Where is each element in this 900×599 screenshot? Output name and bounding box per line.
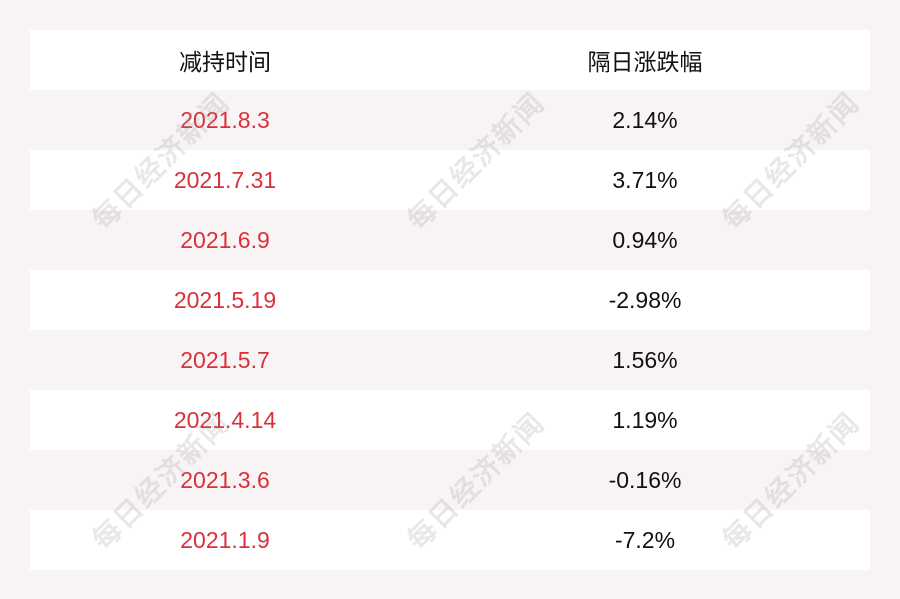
table-row: 2021.5.19 -2.98% xyxy=(30,270,870,330)
date-cell: 2021.5.7 xyxy=(180,346,270,373)
change-cell: 3.71% xyxy=(612,166,678,193)
table-row: 2021.5.7 1.56% xyxy=(30,330,870,390)
date-cell: 2021.3.6 xyxy=(180,466,270,493)
table-row: 2021.4.14 1.19% xyxy=(30,390,870,450)
date-cell: 2021.6.9 xyxy=(180,226,270,253)
change-cell: -7.2% xyxy=(614,526,676,553)
date-cell: 2021.1.9 xyxy=(180,526,270,553)
date-cell: 2021.4.14 xyxy=(173,406,277,433)
table-header: 减持时间 隔日涨跌幅 xyxy=(30,30,870,90)
date-cell: 2021.8.3 xyxy=(180,106,270,133)
change-cell: 0.94% xyxy=(612,226,678,253)
change-cell: 2.14% xyxy=(612,106,678,133)
table-row: 2021.3.6 -0.16% xyxy=(30,450,870,510)
date-cell: 2021.7.31 xyxy=(173,166,277,193)
header-change: 隔日涨跌幅 xyxy=(587,49,703,75)
table-row: 2021.8.3 2.14% xyxy=(30,90,870,150)
header-date: 减持时间 xyxy=(179,49,271,75)
date-cell: 2021.5.19 xyxy=(173,286,277,313)
data-table: 减持时间 隔日涨跌幅 2021.8.3 2.14% 2021.7.31 3.71% 20… xyxy=(30,30,870,570)
table-row: 2021.7.31 3.71% xyxy=(30,150,870,210)
change-cell: -0.16% xyxy=(608,466,682,493)
change-cell: 1.56% xyxy=(612,346,678,373)
change-cell: -2.98% xyxy=(608,286,682,313)
change-cell: 1.19% xyxy=(612,406,678,433)
table-row: 2021.1.9 -7.2% xyxy=(30,510,870,570)
table-row: 2021.6.9 0.94% xyxy=(30,210,870,270)
